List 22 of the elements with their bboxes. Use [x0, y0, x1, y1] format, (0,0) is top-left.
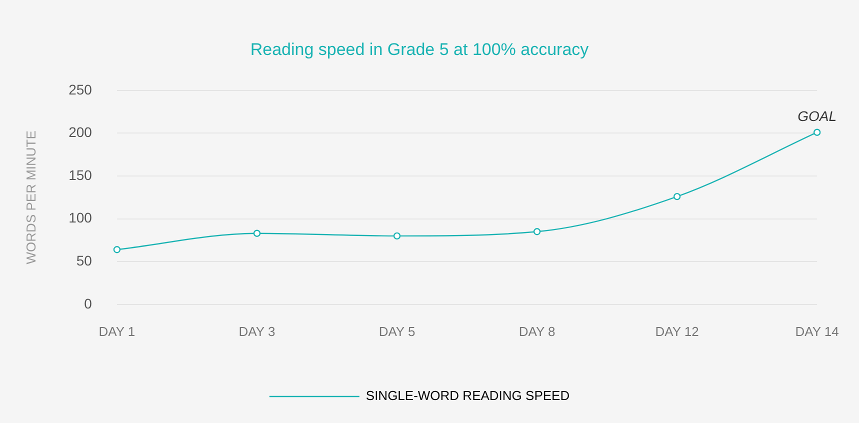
y-tick-label: 100: [68, 210, 92, 226]
point: [673, 192, 681, 200]
chart-title: Reading speed in Grade 5 at 100% accuracy: [250, 40, 590, 59]
point: [813, 128, 821, 136]
y-tick-label: 150: [68, 166, 92, 183]
x-tick-label: DAY 5: [378, 324, 416, 339]
y-axis-title: WORDS PER MINUTE: [23, 130, 38, 264]
y-tick-label: 0: [84, 295, 92, 312]
x-tick-label: DAY 3: [238, 324, 276, 339]
point: [533, 228, 541, 236]
x-tick-label: DAY 14: [795, 324, 839, 339]
y-tick-label: 200: [68, 124, 92, 140]
point: [253, 230, 261, 237]
x-tick-label: DAY 1: [98, 324, 136, 339]
text: SINGLE-WORD READING SPEED: [366, 388, 570, 404]
annotation: GOAL: [798, 108, 837, 124]
y-tick-label: 50: [76, 252, 92, 268]
x-tick-label: DAY 8: [518, 324, 556, 339]
y-tick-label: 250: [68, 81, 92, 98]
x-tick-label: DAY 12: [655, 324, 699, 339]
point: [113, 246, 121, 254]
point: [393, 232, 401, 240]
